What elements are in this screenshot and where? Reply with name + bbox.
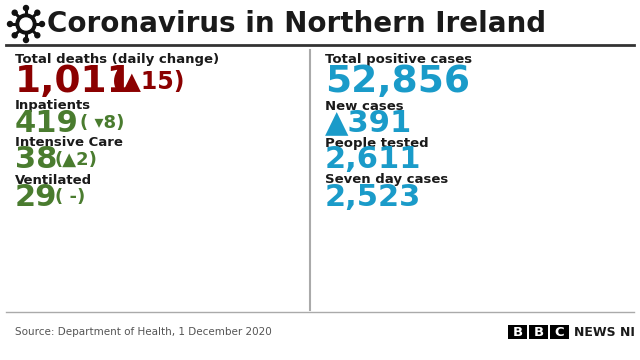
- Text: 38: 38: [15, 145, 58, 175]
- Circle shape: [12, 33, 17, 38]
- Text: Inpatients: Inpatients: [15, 99, 91, 112]
- Text: Source: Department of Health, 1 December 2020: Source: Department of Health, 1 December…: [15, 327, 272, 337]
- Text: C: C: [555, 325, 564, 338]
- Text: B: B: [513, 325, 523, 338]
- Circle shape: [40, 22, 45, 27]
- Text: People tested: People tested: [325, 136, 429, 149]
- Circle shape: [24, 37, 29, 42]
- Text: NEWS NI: NEWS NI: [574, 325, 635, 338]
- Text: (▲15): (▲15): [112, 70, 184, 94]
- FancyBboxPatch shape: [508, 325, 527, 339]
- Circle shape: [35, 33, 40, 38]
- FancyBboxPatch shape: [529, 325, 548, 339]
- Text: Total positive cases: Total positive cases: [325, 54, 472, 67]
- Circle shape: [12, 10, 17, 15]
- Text: Total deaths (daily change): Total deaths (daily change): [15, 54, 219, 67]
- Text: New cases: New cases: [325, 99, 404, 112]
- Text: Ventilated: Ventilated: [15, 174, 92, 186]
- Text: ( -): ( -): [55, 188, 85, 206]
- Text: 29: 29: [15, 183, 58, 211]
- Circle shape: [35, 10, 40, 15]
- Text: ▲391: ▲391: [325, 108, 412, 138]
- Text: Coronavirus in Northern Ireland: Coronavirus in Northern Ireland: [47, 10, 546, 38]
- Text: 52,856: 52,856: [325, 64, 470, 100]
- Circle shape: [20, 18, 32, 30]
- Text: 419: 419: [15, 108, 79, 138]
- Text: (▲2): (▲2): [55, 151, 98, 169]
- Text: 1,011: 1,011: [15, 64, 134, 100]
- Text: ( ▾8): ( ▾8): [80, 114, 124, 132]
- Circle shape: [16, 14, 36, 34]
- Text: Intensive Care: Intensive Care: [15, 136, 123, 149]
- Text: 2,611: 2,611: [325, 145, 422, 175]
- FancyBboxPatch shape: [550, 325, 569, 339]
- Text: B: B: [533, 325, 543, 338]
- Circle shape: [8, 22, 13, 27]
- Circle shape: [24, 5, 29, 10]
- Text: Seven day cases: Seven day cases: [325, 174, 448, 186]
- Text: 2,523: 2,523: [325, 183, 421, 211]
